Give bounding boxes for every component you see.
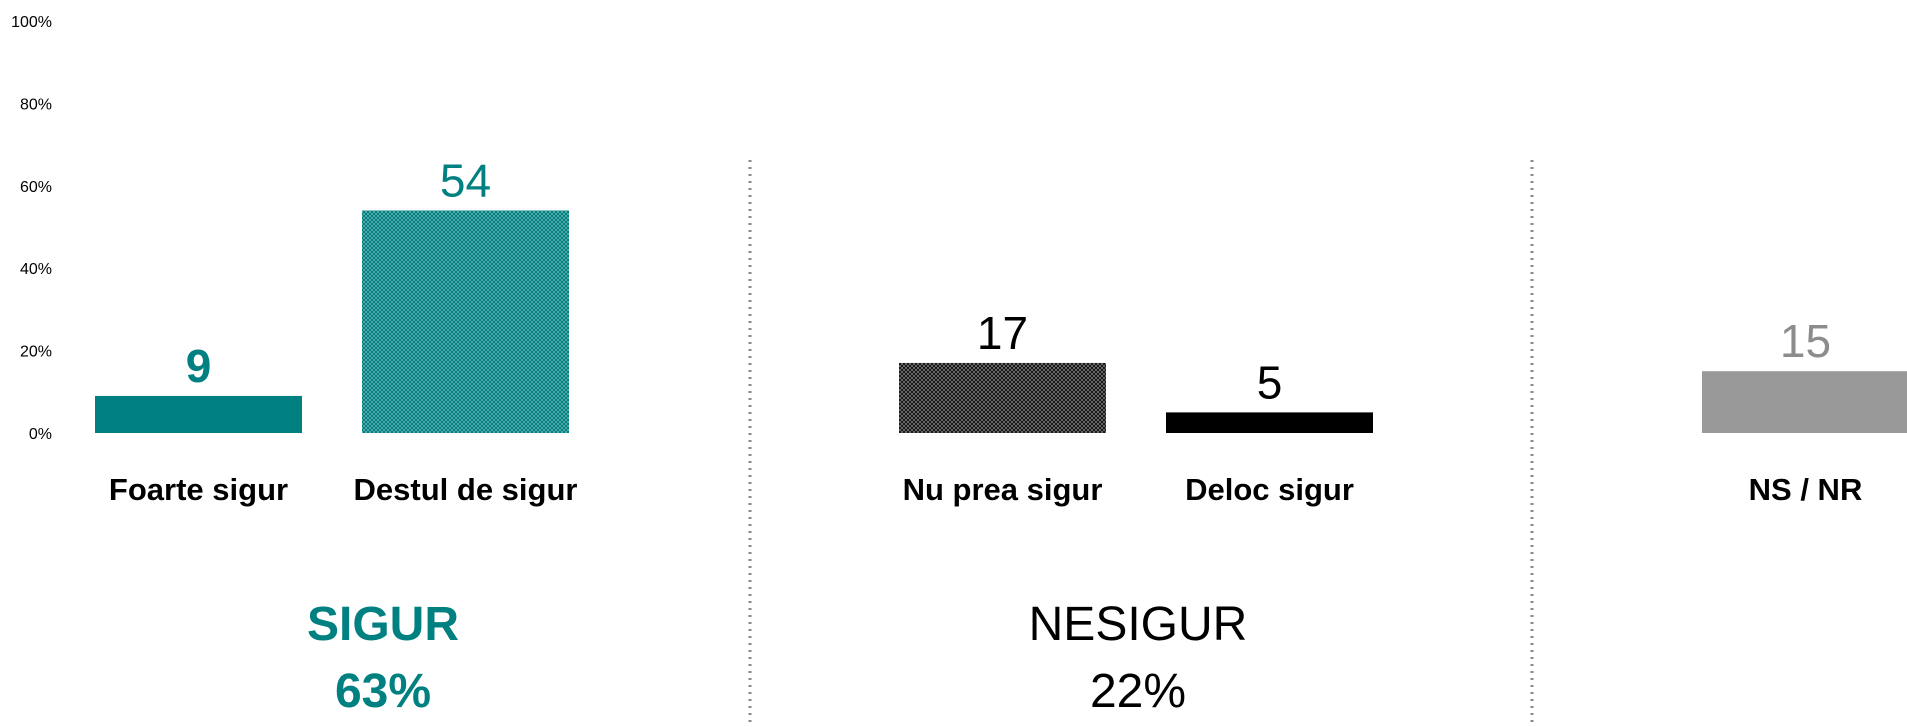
y-tick-label: 80%: [20, 96, 52, 113]
y-tick-label: 20%: [20, 344, 52, 361]
bar: [95, 395, 302, 433]
y-tick-label: 100%: [11, 14, 52, 31]
x-tick-label: Destul de sigur: [354, 472, 578, 507]
group-value: 63%: [335, 665, 431, 718]
value-label: 17: [977, 307, 1028, 359]
bar: [1166, 412, 1373, 433]
bar: [1702, 371, 1907, 433]
value-label: 54: [440, 155, 491, 207]
y-tick-label: 60%: [20, 179, 52, 196]
group-value: 22%: [1090, 665, 1186, 718]
x-tick-label: Deloc sigur: [1185, 472, 1354, 507]
group-label: SIGUR: [307, 598, 459, 651]
y-tick-label: 40%: [20, 261, 52, 278]
y-tick-label: 0%: [29, 426, 52, 443]
value-label: 5: [1257, 356, 1283, 408]
x-tick-label: NS / NR: [1749, 472, 1863, 507]
value-label: 15: [1780, 315, 1831, 367]
bar: [899, 362, 1106, 433]
group-label: NESIGUR: [1029, 598, 1248, 651]
x-tick-label: Foarte sigur: [109, 472, 288, 507]
value-label: 9: [186, 340, 212, 392]
x-tick-label: Nu prea sigur: [903, 472, 1103, 507]
bar: [362, 210, 569, 433]
